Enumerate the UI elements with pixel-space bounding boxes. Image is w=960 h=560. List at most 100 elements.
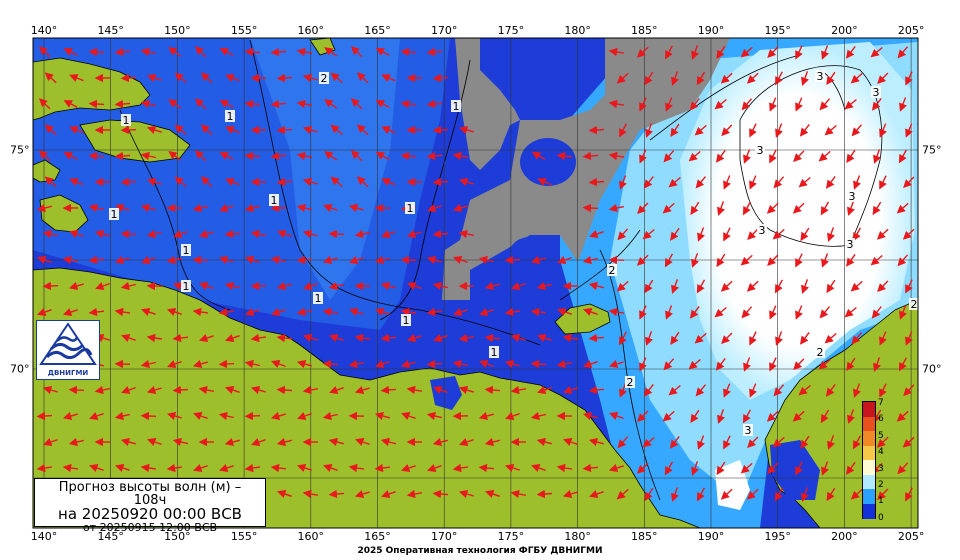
wave-arrow (820, 409, 830, 424)
wave-arrow (121, 334, 136, 342)
wave-arrow (458, 385, 474, 395)
wave-arrow (746, 280, 759, 292)
wave-arrow (39, 150, 51, 162)
contour-label-text: 2 (321, 72, 328, 85)
wave-arrow (905, 279, 913, 294)
wave-arrow (374, 411, 390, 421)
wave-arrow (219, 100, 234, 108)
wave-arrow (224, 281, 240, 291)
colorbar-label: 0 (878, 512, 884, 523)
wave-arrow (302, 177, 318, 187)
wave-arrow (43, 438, 58, 446)
wave-arrow (899, 305, 907, 320)
wave-arrow (792, 202, 805, 214)
wave-arrow (200, 72, 213, 84)
wave-arrow (530, 307, 546, 317)
wave-arrow (801, 71, 809, 86)
polynya (520, 138, 576, 186)
wave-arrow (669, 435, 680, 449)
wave-arrow (400, 464, 416, 473)
wave-arrow (720, 72, 733, 84)
wave-arrow (452, 463, 469, 473)
wave-arrow (723, 175, 731, 190)
wave-arrow (120, 229, 137, 239)
wave-arrow (218, 411, 234, 421)
longitude-tick-top: 200° (831, 24, 858, 37)
wave-arrow (432, 125, 449, 135)
wave-arrow (400, 307, 417, 317)
wave-arrow (749, 175, 757, 190)
wave-arrow (689, 98, 700, 111)
wave-arrow (847, 409, 855, 424)
wave-arrow (146, 125, 162, 134)
logo-text: ДВНИГМИ (47, 369, 89, 377)
wave-arrow (617, 436, 629, 449)
wave-arrow (329, 334, 344, 342)
contour-label-text: 3 (817, 70, 824, 83)
wave-arrow (174, 72, 187, 84)
wave-arrow (432, 73, 449, 83)
wave-arrow (114, 151, 131, 161)
wave-arrow (531, 464, 546, 472)
wave-arrow (826, 279, 836, 294)
wave-arrow (714, 306, 727, 318)
wave-arrow (819, 306, 831, 319)
wave-arrow (896, 410, 909, 422)
wave-arrow (531, 151, 546, 161)
wave-arrow (663, 150, 675, 163)
wave-arrow (899, 357, 907, 372)
wave-arrow (793, 150, 805, 162)
wave-arrow (195, 150, 207, 162)
wave-arrow (688, 150, 701, 162)
wave-arrow (583, 308, 598, 316)
colorbar-segment (863, 460, 875, 475)
longitude-tick-bottom: 155° (230, 530, 258, 543)
longitude-tick-top: 175° (497, 24, 525, 37)
wave-arrow (905, 331, 913, 346)
wave-arrow (225, 126, 240, 134)
wave-arrow (356, 72, 369, 84)
wave-arrow (381, 126, 396, 134)
wave-arrow (824, 124, 837, 136)
wave-arrow (637, 410, 649, 422)
contour-label: 2 (607, 264, 617, 277)
wave-arrow (588, 177, 605, 187)
wave-arrow (665, 97, 673, 112)
wave-arrow (39, 46, 51, 58)
wave-arrow (140, 47, 156, 57)
colorbar-segment (863, 445, 875, 461)
wave-arrow (800, 227, 810, 242)
wave-arrow (639, 97, 647, 112)
wave-arrow (433, 386, 448, 394)
wave-arrow (245, 256, 260, 264)
wave-arrow (798, 176, 811, 188)
wave-arrow (537, 386, 552, 394)
wave-arrow (696, 279, 706, 294)
wave-arrow (588, 437, 604, 447)
contour-label: 2 (909, 298, 919, 311)
wave-arrow (720, 488, 733, 500)
wave-arrow (799, 123, 810, 137)
wave-arrow (821, 45, 829, 60)
wave-arrow (690, 409, 700, 423)
wave-arrow (851, 332, 863, 345)
wave-arrow (199, 282, 214, 290)
wave-arrow (530, 359, 547, 369)
wave-arrow (94, 229, 110, 239)
wave-arrow (354, 489, 370, 499)
wave-arrow (351, 98, 363, 110)
contour-label-text: 1 (227, 110, 234, 123)
wave-arrow (375, 360, 390, 368)
wave-arrow (68, 281, 84, 291)
wave-arrow (479, 360, 494, 368)
wave-arrow (742, 409, 752, 424)
wave-arrow (68, 437, 84, 447)
wave-arrow (297, 412, 312, 420)
wave-arrow (721, 332, 733, 344)
longitude-tick-top: 190° (697, 24, 725, 37)
wave-arrow (296, 99, 313, 109)
wave-arrow (767, 254, 779, 266)
longitude-tick-bottom: 145° (97, 530, 124, 543)
contour-label: 1 (313, 292, 323, 305)
wave-arrow (691, 461, 699, 476)
